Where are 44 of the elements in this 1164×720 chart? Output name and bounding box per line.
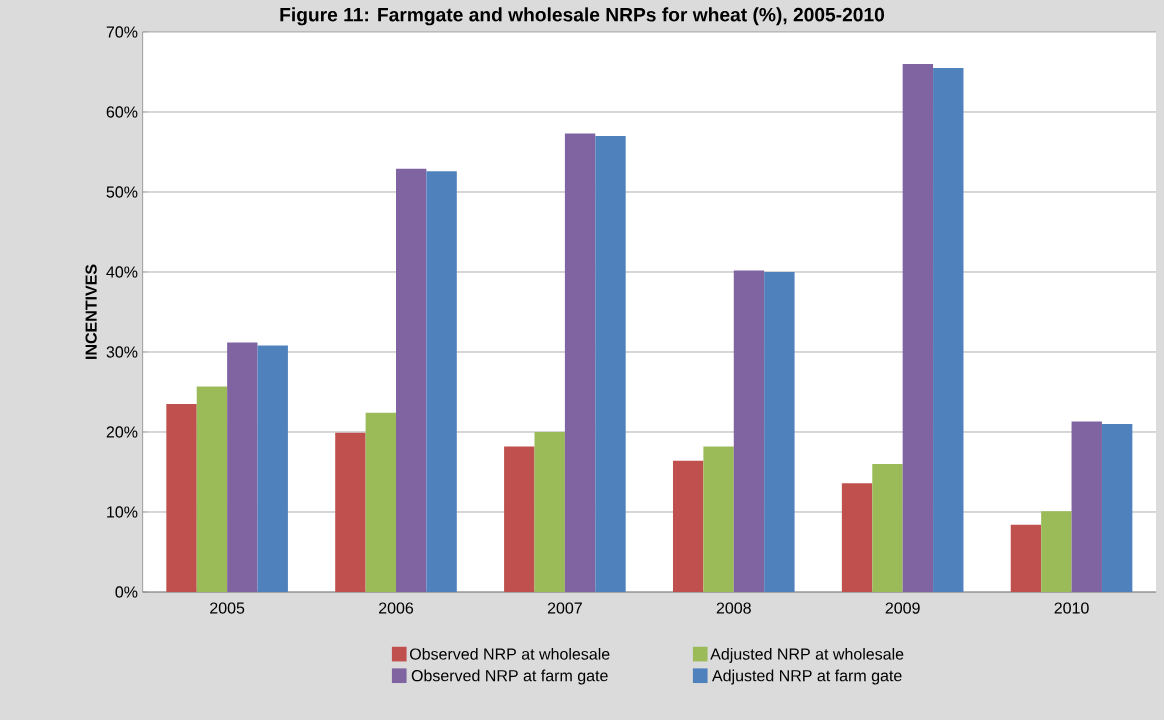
x-tick-label: 2010	[1054, 602, 1089, 614]
bar	[764, 271, 795, 592]
bar	[426, 171, 457, 592]
bar	[595, 136, 626, 592]
bar	[227, 342, 258, 592]
bar	[166, 403, 197, 592]
bar	[365, 412, 397, 592]
y-tick-label: 40%	[106, 266, 138, 278]
legend-label: Observed NRP at farm gate	[411, 669, 608, 685]
x-tick-label: 2005	[210, 602, 245, 614]
y-tick-label: 10%	[107, 506, 138, 518]
y-tick-label: 70%	[106, 26, 138, 38]
bar	[196, 386, 228, 592]
x-tick-label: 2007	[547, 602, 582, 614]
bar	[1101, 423, 1133, 592]
y-tick-label: 0%	[115, 586, 138, 598]
x-tick-label: 2006	[379, 602, 414, 614]
y-axis-title: INCENTIVES	[85, 264, 97, 359]
y-tick-label: 30%	[106, 346, 138, 358]
legend-label: Observed NRP at wholesale	[409, 647, 610, 660]
x-tick-label: 2009	[885, 602, 920, 614]
legend-label: Adjusted NRP at farm gate	[712, 669, 902, 685]
bar	[1041, 511, 1072, 592]
bar	[933, 68, 964, 592]
bar	[733, 270, 765, 592]
bar	[396, 168, 427, 592]
bar	[1071, 421, 1102, 592]
bar	[534, 431, 565, 592]
bar	[672, 460, 704, 592]
bar	[1010, 524, 1042, 592]
bar	[841, 483, 873, 592]
bar	[335, 432, 366, 592]
y-tick-label: 20%	[106, 426, 138, 438]
y-tick-label: 50%	[106, 186, 138, 198]
x-tick-label: 2008	[716, 602, 751, 614]
bar	[564, 133, 596, 592]
bar	[872, 463, 903, 592]
y-tick-label: 60%	[106, 106, 138, 118]
bar	[902, 64, 934, 592]
legend-label: Adjusted NRP at wholesale	[710, 647, 904, 663]
bar	[257, 345, 288, 592]
bar	[504, 446, 535, 592]
bar	[703, 446, 734, 592]
chart-title: Figure 11: Farmgate and wholesale NRPs for wheat (%), 2005-2010	[280, 7, 885, 26]
